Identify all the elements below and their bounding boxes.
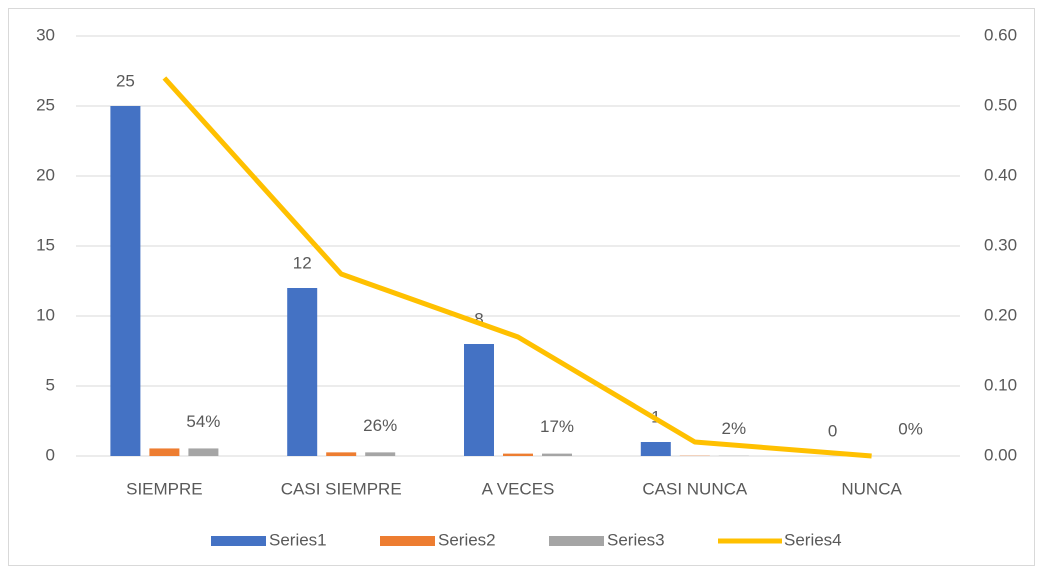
legend-swatch (211, 536, 266, 546)
y-tick-label: 0 (46, 445, 55, 464)
bar (464, 344, 494, 456)
bar (542, 453, 572, 456)
legend-label: Series2 (438, 530, 496, 549)
y2-tick-label: 0.50 (984, 95, 1017, 114)
data-label: 25 (116, 71, 135, 90)
y-tick-label: 15 (36, 235, 55, 254)
data-label: 54% (186, 412, 220, 431)
y-tick-label: 10 (36, 305, 55, 324)
y2-tick-label: 0.00 (984, 445, 1017, 464)
bar (287, 288, 318, 456)
bar (188, 448, 219, 456)
bar (365, 452, 396, 456)
x-tick-label: CASI NUNCA (642, 479, 748, 498)
bar (503, 453, 533, 456)
y-tick-label: 20 (36, 165, 55, 184)
x-tick-label: A VECES (482, 479, 555, 498)
y2-tick-label: 0.60 (984, 25, 1017, 44)
data-label: 0 (828, 421, 837, 440)
y2-tick-label: 0.10 (984, 375, 1017, 394)
legend-label: Series1 (269, 530, 327, 549)
legend-label: Series4 (784, 530, 842, 549)
x-tick-label: CASI SIEMPRE (281, 479, 402, 498)
y2-tick-label: 0.20 (984, 305, 1017, 324)
y-tick-label: 5 (46, 375, 55, 394)
y-tick-label: 25 (36, 95, 55, 114)
legend-label: Series3 (607, 530, 665, 549)
y2-tick-label: 0.40 (984, 165, 1017, 184)
data-label: 0% (898, 419, 923, 438)
x-tick-label: SIEMPRE (126, 479, 203, 498)
chart-border (8, 8, 1035, 566)
legend-swatch (549, 536, 604, 546)
bar (110, 106, 141, 456)
data-label: 12 (293, 253, 312, 272)
data-label: 26% (363, 416, 397, 435)
line-series (162, 76, 872, 459)
data-label: 8 (474, 309, 483, 328)
legend-swatch (380, 536, 435, 546)
bar (640, 442, 671, 456)
bar (326, 452, 357, 456)
x-tick-label: NUNCA (841, 479, 902, 498)
y2-tick-label: 0.30 (984, 235, 1017, 254)
bar (149, 448, 180, 456)
data-label: 2% (722, 419, 747, 438)
y-tick-label: 30 (36, 25, 55, 44)
data-label: 17% (540, 417, 574, 436)
